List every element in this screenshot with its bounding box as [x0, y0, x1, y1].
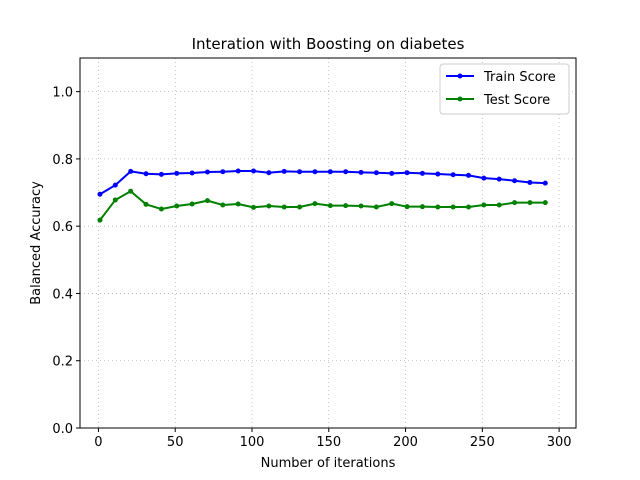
data-point-test-score [450, 204, 456, 210]
data-point-train-score [343, 169, 349, 175]
data-point-train-score [512, 178, 518, 184]
data-point-test-score [143, 201, 149, 207]
data-point-train-score [204, 169, 210, 175]
data-point-test-score [266, 203, 272, 209]
data-point-train-score [297, 169, 303, 175]
y-axis-label: Balanced Accuracy [29, 181, 44, 305]
x-tick-label: 300 [547, 435, 572, 450]
data-point-train-score [327, 169, 333, 175]
y-tick-label: 1.0 [52, 86, 73, 101]
data-point-train-score [312, 169, 318, 175]
data-point-test-score [220, 202, 226, 208]
data-point-test-score [435, 204, 441, 210]
data-point-test-score [358, 203, 364, 209]
series-line-test-score [99, 190, 546, 221]
data-point-test-score [235, 201, 241, 207]
data-point-train-score [112, 182, 118, 188]
data-point-test-score [496, 202, 502, 208]
y-tick-label: 0.0 [52, 422, 73, 437]
y-tick-label: 0.4 [52, 287, 73, 302]
x-tick-label: 150 [316, 435, 341, 450]
data-point-test-score [174, 203, 180, 209]
data-point-train-score [389, 170, 395, 176]
data-point-train-score [404, 170, 410, 176]
x-tick-label: 250 [470, 435, 495, 450]
data-point-train-score [281, 168, 287, 174]
data-point-train-score [97, 191, 103, 197]
data-point-train-score [419, 170, 425, 176]
y-tick-label: 0.8 [52, 153, 73, 168]
series-test-score [97, 188, 548, 223]
series-train-score [97, 168, 548, 197]
data-point-test-score [297, 204, 303, 210]
data-point-test-score [343, 203, 349, 209]
legend-entries: Train Score Test Score [446, 70, 556, 108]
data-point-test-score [281, 204, 287, 210]
legend-marker-test-score [457, 96, 463, 102]
data-point-test-score [389, 201, 395, 207]
y-tick-label: 0.2 [52, 355, 73, 370]
data-point-test-score [204, 198, 210, 204]
legend-entry-test-score: Test Score [446, 93, 550, 108]
data-point-train-score [266, 170, 272, 176]
data-point-train-score [235, 168, 241, 174]
data-point-train-score [481, 175, 487, 181]
x-tick-label: 100 [240, 435, 265, 450]
series-layer [97, 168, 548, 223]
data-point-test-score [112, 197, 118, 203]
data-point-test-score [128, 188, 134, 194]
data-point-test-score [527, 200, 533, 206]
chart-title: Interation with Boosting on diabetes [192, 35, 465, 53]
data-point-test-score [542, 200, 548, 206]
data-point-test-score [327, 203, 333, 209]
data-point-train-score [466, 172, 472, 178]
data-point-test-score [158, 206, 164, 212]
data-point-train-score [496, 176, 502, 182]
data-point-train-score [220, 169, 226, 175]
x-tick-label: 0 [94, 435, 102, 450]
data-point-test-score [404, 204, 410, 210]
data-point-test-score [481, 202, 487, 208]
data-point-train-score [542, 180, 548, 186]
data-point-test-score [373, 204, 379, 210]
plot-frame [79, 57, 577, 429]
data-point-test-score [466, 204, 472, 210]
data-point-test-score [97, 217, 103, 223]
data-point-test-score [312, 201, 318, 207]
legend-label-test-score: Test Score [483, 93, 550, 108]
data-point-test-score [189, 201, 195, 207]
x-tick-label: 200 [393, 435, 418, 450]
legend: Train Score Test Score [439, 63, 570, 115]
data-point-train-score [251, 168, 257, 174]
legend-entry-train-score: Train Score [446, 70, 556, 85]
data-point-test-score [251, 204, 257, 210]
data-point-train-score [189, 170, 195, 176]
y-tick-label: 0.6 [52, 220, 73, 235]
data-point-train-score [128, 168, 134, 174]
legend-label-train-score: Train Score [483, 70, 556, 85]
data-point-train-score [373, 170, 379, 176]
legend-marker-train-score [457, 73, 463, 79]
tick-layer: 0 50 100 150 200 250 300 0.0 0.2 0.4 0.6 0.8 1.0 [52, 86, 571, 450]
data-point-test-score [512, 200, 518, 206]
data-point-train-score [158, 171, 164, 177]
data-point-test-score [419, 204, 425, 210]
data-point-train-score [450, 172, 456, 178]
x-axis-label: Number of iterations [261, 456, 396, 471]
data-point-train-score [174, 170, 180, 176]
data-point-train-score [527, 179, 533, 185]
series-line-train-score [99, 170, 546, 196]
data-point-train-score [435, 171, 441, 177]
data-point-train-score [143, 171, 149, 177]
x-tick-label: 50 [167, 435, 184, 450]
data-point-train-score [358, 169, 364, 175]
